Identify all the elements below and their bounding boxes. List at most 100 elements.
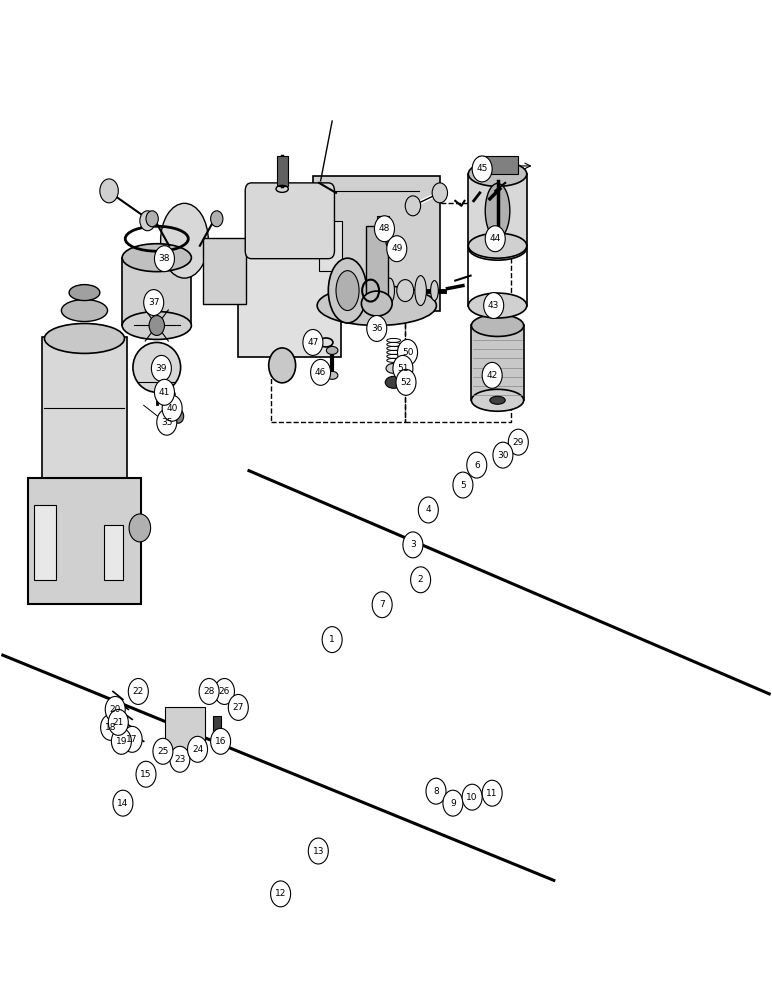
FancyBboxPatch shape (319, 221, 342, 271)
Text: 35: 35 (161, 418, 172, 427)
Circle shape (157, 409, 177, 435)
FancyBboxPatch shape (277, 156, 287, 186)
Circle shape (136, 761, 156, 787)
Ellipse shape (328, 258, 367, 323)
Circle shape (229, 694, 249, 720)
Circle shape (396, 369, 416, 395)
Circle shape (486, 226, 505, 252)
Ellipse shape (122, 244, 191, 272)
Text: 39: 39 (156, 364, 167, 373)
Circle shape (108, 709, 128, 735)
Circle shape (199, 679, 219, 704)
Text: 25: 25 (157, 747, 168, 756)
Ellipse shape (45, 323, 124, 353)
Circle shape (432, 183, 448, 203)
Circle shape (484, 293, 503, 319)
FancyBboxPatch shape (472, 325, 523, 400)
Text: 10: 10 (466, 793, 478, 802)
FancyBboxPatch shape (103, 525, 123, 580)
Text: 15: 15 (141, 770, 152, 779)
Text: 1: 1 (330, 635, 335, 644)
Ellipse shape (386, 363, 401, 373)
Text: 2: 2 (418, 575, 423, 584)
Circle shape (303, 329, 323, 355)
Text: 52: 52 (401, 378, 411, 387)
Circle shape (140, 211, 155, 231)
Circle shape (310, 359, 330, 385)
Ellipse shape (336, 271, 359, 311)
Circle shape (374, 216, 394, 242)
Circle shape (411, 567, 431, 593)
Ellipse shape (469, 233, 527, 258)
Text: 45: 45 (476, 164, 488, 173)
Ellipse shape (385, 278, 394, 303)
Circle shape (154, 246, 174, 272)
Circle shape (129, 514, 151, 542)
Text: 29: 29 (513, 438, 524, 447)
Circle shape (144, 290, 164, 316)
Circle shape (122, 726, 142, 752)
Circle shape (173, 409, 184, 423)
Text: 40: 40 (167, 404, 178, 413)
Circle shape (149, 316, 164, 335)
Circle shape (151, 355, 171, 381)
Circle shape (153, 738, 173, 764)
Circle shape (113, 790, 133, 816)
Ellipse shape (493, 235, 502, 243)
Circle shape (467, 452, 487, 478)
Circle shape (188, 736, 208, 762)
Circle shape (162, 395, 182, 421)
Text: 19: 19 (116, 737, 127, 746)
Circle shape (508, 429, 528, 455)
Text: 43: 43 (488, 301, 499, 310)
FancyBboxPatch shape (165, 707, 205, 751)
Ellipse shape (122, 312, 191, 339)
Text: 51: 51 (397, 364, 408, 373)
Ellipse shape (486, 183, 510, 238)
Ellipse shape (385, 376, 402, 388)
Ellipse shape (469, 235, 527, 260)
FancyBboxPatch shape (245, 183, 334, 259)
Text: 14: 14 (117, 799, 129, 808)
Text: 6: 6 (474, 461, 479, 470)
Text: 49: 49 (391, 244, 402, 253)
Text: 41: 41 (159, 388, 170, 397)
FancyBboxPatch shape (35, 505, 56, 580)
Text: 20: 20 (110, 705, 121, 714)
Circle shape (493, 442, 513, 468)
Text: 37: 37 (148, 298, 160, 307)
Circle shape (201, 680, 214, 695)
Text: 28: 28 (203, 687, 215, 696)
Circle shape (372, 592, 392, 618)
Text: 18: 18 (105, 723, 117, 732)
Circle shape (403, 532, 423, 558)
Text: 36: 36 (371, 324, 382, 333)
Circle shape (472, 156, 493, 182)
Text: 3: 3 (410, 540, 416, 549)
Circle shape (105, 696, 125, 722)
Circle shape (398, 339, 418, 365)
Circle shape (308, 838, 328, 864)
Text: 4: 4 (425, 505, 431, 514)
Ellipse shape (367, 282, 381, 300)
Circle shape (100, 179, 118, 203)
Text: 7: 7 (379, 600, 385, 609)
Text: 8: 8 (433, 787, 438, 796)
Ellipse shape (469, 293, 527, 318)
Ellipse shape (327, 371, 338, 379)
Ellipse shape (269, 348, 296, 383)
Text: 38: 38 (159, 254, 170, 263)
Text: 12: 12 (275, 889, 286, 898)
Text: 44: 44 (489, 234, 501, 243)
Ellipse shape (472, 389, 523, 411)
Text: 13: 13 (313, 847, 324, 856)
FancyBboxPatch shape (213, 716, 221, 736)
Circle shape (482, 362, 502, 388)
FancyBboxPatch shape (42, 337, 127, 488)
Circle shape (211, 728, 231, 754)
Circle shape (482, 780, 502, 806)
FancyBboxPatch shape (28, 478, 141, 604)
Text: 24: 24 (192, 745, 203, 754)
Text: 11: 11 (486, 789, 498, 798)
Text: 42: 42 (486, 371, 498, 380)
